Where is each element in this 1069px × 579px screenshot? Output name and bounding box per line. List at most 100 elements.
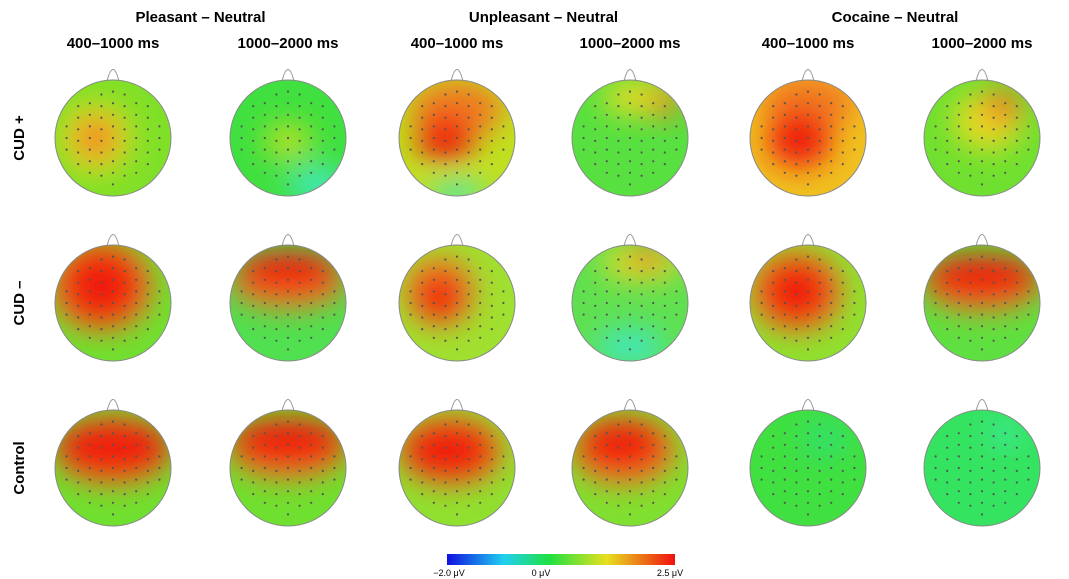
electrode [652,490,655,493]
electrode [1027,301,1030,305]
electrode [1004,313,1007,316]
electrode [830,313,833,316]
electrode [617,128,620,131]
electrode [252,316,255,319]
electrode [123,163,126,166]
electrode [652,455,655,458]
electrode [830,148,833,151]
electrode [806,255,810,258]
electrode [240,301,243,305]
electrode [100,458,103,461]
electrode [795,163,798,166]
electrode [263,278,266,281]
electrode [605,313,608,316]
map-blob [650,88,680,118]
electrode [663,151,666,154]
electrode [275,469,278,472]
map-fill [572,245,688,361]
electrode [77,316,80,319]
electrode [783,501,786,504]
electrode [806,267,810,270]
electrode [123,504,126,507]
electrode [946,281,949,284]
electrode [830,301,833,305]
electrode [640,281,643,284]
window-label: 1000–2000 ms [932,35,1033,52]
electrode [502,125,505,128]
electrode [760,290,763,293]
electrode [783,478,786,481]
electrode [795,293,798,296]
electrode [263,501,266,504]
electrode [934,455,937,458]
electrode [275,304,278,307]
map-blobs [55,415,171,486]
electrode [582,125,585,128]
electrode [298,469,301,472]
electrode [111,348,115,351]
electrode [88,136,91,140]
electrode [640,174,643,177]
electrode [263,113,266,116]
electrode [830,490,833,493]
electrode [100,270,103,273]
electrode [818,481,821,484]
electrode [333,125,336,128]
map-blob [235,250,341,292]
electrode [853,301,856,305]
electrode [286,490,290,493]
electrode [663,304,666,307]
group-title: Pleasant – Neutral [135,9,265,26]
electrode [992,328,995,331]
electrode [310,278,313,281]
scalp-map [229,69,347,197]
scalp-map [398,399,516,527]
electrode [617,174,620,177]
electrode [853,136,856,140]
electrode [467,458,470,461]
electrode [992,493,995,496]
electrode [467,116,470,119]
electrode [135,432,138,435]
electrode [640,116,643,119]
electrode [421,163,424,166]
electrode [455,478,459,481]
electrode [617,293,620,296]
electrode [298,151,301,154]
electrode [675,148,678,151]
electrode [100,128,103,131]
electrode [275,339,278,342]
electrode [772,281,775,284]
electrode [841,446,844,449]
electrode [298,270,301,273]
electrode [795,116,798,119]
electrode [760,466,763,470]
electrode [158,290,161,293]
electrode [444,435,447,438]
electrode [298,281,301,284]
electrode [421,139,424,142]
electrode [795,281,798,284]
electrode [490,281,493,284]
electrode [957,313,960,316]
electrode [628,301,632,305]
electrode [286,455,290,458]
electrode [795,446,798,449]
electrode [240,455,243,458]
map-blobs [750,250,843,332]
electrode [652,171,655,174]
electrode [158,466,161,470]
electrode [617,151,620,154]
electrode [286,336,290,339]
electrode [123,304,126,307]
electrode [640,423,643,426]
electrode [455,348,459,351]
electrode [992,435,995,438]
electrode [123,481,126,484]
electrode [490,304,493,307]
electrode [830,267,833,270]
electrode [1015,163,1018,166]
electrode [783,325,786,328]
electrode [760,455,763,458]
electrode [969,316,972,319]
